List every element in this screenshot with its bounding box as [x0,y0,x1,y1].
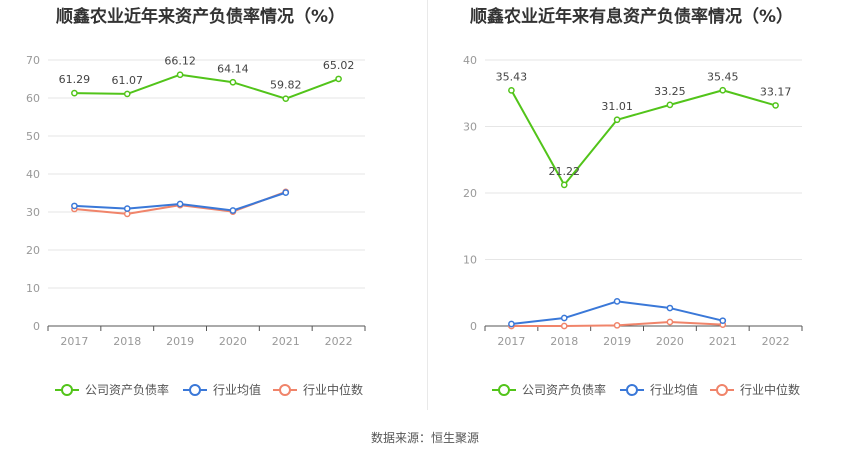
x-tick-label: 2017 [60,335,88,348]
chart-right: 0 10 20 30 40 2017 2018 2019 2020 2021 2022 35.43 21… [463,54,803,397]
y-tick-label: 20 [26,244,40,257]
series-line [74,73,339,100]
data-label: 65.02 [323,59,355,72]
data-point [335,75,342,83]
x-tick-label: 2019 [166,335,194,348]
x-tick-label: 2021 [709,335,737,348]
legend-marker-icon [279,384,291,396]
data-point [176,200,184,208]
legend-marker-icon [61,384,73,396]
data-point [613,116,621,124]
data-point [613,321,621,329]
data-point [613,298,621,305]
data-label: 61.07 [112,74,144,87]
x-tick-label: 2021 [272,335,300,348]
data-label: 64.14 [217,62,249,75]
x-tick-label: 2018 [550,335,578,348]
chart-left: 0 10 20 30 40 50 60 70 2017 2018 2019 2020 2021 2022 6… [26,54,366,397]
chart-title-left: 顺鑫农业近年来资产负债率情况（%） [56,7,346,27]
data-label: 31.01 [601,100,633,113]
x-tick-label: 2018 [113,335,141,348]
data-point [71,89,78,97]
data-label: 61.29 [59,73,91,86]
legend-label: 行业均值 [213,382,261,397]
data-point [282,189,290,196]
data-label: 33.25 [654,85,686,98]
y-tick-label: 20 [463,187,477,200]
data-point [560,181,568,189]
data-point [560,322,568,330]
data-point [229,78,237,86]
x-tick-label: 2020 [219,335,247,348]
data-point [560,314,568,322]
data-source-note: 数据来源：恒生聚源 [370,431,479,445]
data-point [508,87,515,94]
data-label: 33.17 [760,85,792,98]
x-tick-label: 2017 [497,335,525,348]
data-point [666,101,674,109]
chart-divider [427,0,428,410]
legend-label: 公司资产负债率 [522,382,606,397]
data-point [123,210,131,218]
data-point [772,102,779,109]
legend-label: 行业中位数 [303,382,363,397]
data-label: 59.82 [270,79,302,92]
data-point [71,202,78,210]
data-point [719,86,727,94]
data-point [229,207,237,214]
legend-item[interactable]: 行业中位数 [710,382,800,397]
data-point [123,205,131,212]
series-line [511,300,723,325]
data-label: 21.22 [549,165,581,178]
legend-marker-icon [626,384,638,396]
series-line [510,89,776,186]
x-tick-label: 2020 [656,335,684,348]
legend-marker-icon [716,384,728,396]
y-tick-label: 0 [470,320,477,333]
legend-marker-icon [498,384,510,396]
y-tick-label: 70 [26,54,40,67]
y-tick-label: 10 [463,254,477,267]
y-tick-label: 10 [26,282,40,295]
data-point [176,71,184,79]
legend-item[interactable]: 行业均值 [620,382,698,397]
legend-label: 公司资产负债率 [85,382,169,397]
data-point [666,318,674,326]
legend-marker-icon [189,384,201,396]
data-point [123,90,131,98]
legend-item[interactable]: 行业均值 [183,382,261,397]
legend-item[interactable]: 公司资产负债率 [55,382,169,397]
x-tick-label: 2022 [325,335,353,348]
y-tick-label: 60 [26,92,40,105]
data-point [666,304,674,312]
data-point [508,320,515,328]
y-tick-label: 0 [33,320,40,333]
y-tick-label: 40 [463,54,477,67]
data-point [719,317,727,325]
y-tick-label: 30 [26,206,40,219]
legend-item[interactable]: 行业中位数 [273,382,363,397]
data-label: 35.45 [707,70,739,83]
data-point [282,95,290,103]
y-tick-label: 30 [463,121,477,134]
y-tick-label: 50 [26,130,40,143]
chart-title-right: 顺鑫农业近年来有息资产负债率情况（%） [470,7,794,27]
x-tick-label: 2019 [603,335,631,348]
legend-label: 行业均值 [650,382,698,397]
y-tick-label: 40 [26,168,40,181]
data-label: 66.12 [164,55,196,68]
data-label: 35.43 [496,70,528,83]
legend-item[interactable]: 公司资产负债率 [492,382,606,397]
legend-label: 行业中位数 [740,382,800,397]
x-tick-label: 2022 [762,335,790,348]
